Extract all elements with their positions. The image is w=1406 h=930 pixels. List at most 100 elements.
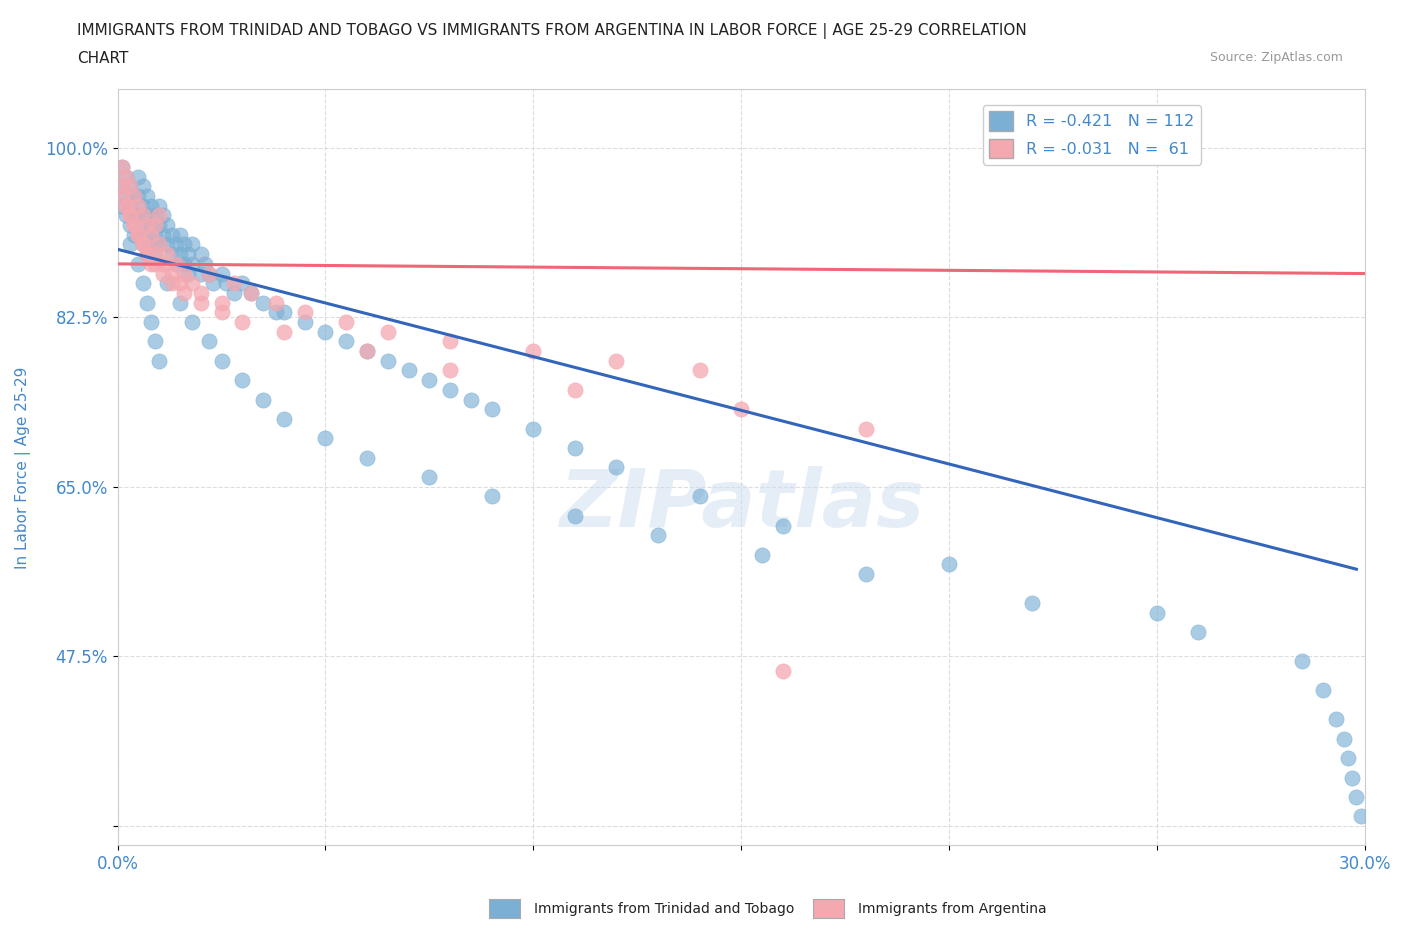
Point (522, 344, 544, 359)
Point (190, 286, 212, 300)
Point (143, 246, 166, 261)
Point (190, 246, 212, 261)
Point (156, 246, 179, 261)
Point (273, 325, 295, 339)
Point (148, 198, 170, 213)
Point (418, 470, 440, 485)
Point (135, 189, 157, 204)
Point (772, 663, 794, 678)
Point (181, 237, 204, 252)
Point (1337, 751, 1360, 765)
Point (139, 227, 162, 242)
Point (855, 421, 877, 436)
Point (1312, 683, 1334, 698)
Y-axis label: In Labor Force | Age 25-29: In Labor Force | Age 25-29 (15, 366, 31, 568)
Point (135, 227, 157, 242)
Point (156, 276, 179, 291)
Point (120, 179, 142, 193)
Point (115, 198, 138, 213)
Point (148, 208, 170, 223)
Point (198, 266, 221, 281)
Point (1187, 625, 1209, 640)
Point (111, 179, 134, 193)
Point (1146, 605, 1168, 620)
Point (143, 246, 166, 261)
Point (1341, 770, 1364, 785)
Point (115, 169, 138, 184)
Point (239, 286, 262, 300)
Point (127, 208, 149, 223)
Point (143, 218, 166, 232)
Point (139, 218, 162, 232)
Point (131, 237, 153, 252)
Point (335, 314, 357, 329)
Point (131, 218, 153, 232)
Point (356, 344, 378, 359)
Point (143, 208, 166, 223)
Point (120, 208, 142, 223)
Point (730, 402, 752, 417)
Point (139, 257, 162, 272)
Point (689, 489, 711, 504)
Point (111, 198, 134, 213)
Point (1021, 596, 1043, 611)
Point (605, 353, 627, 368)
Point (127, 227, 149, 242)
Point (139, 237, 162, 252)
Point (120, 179, 142, 193)
Point (252, 392, 274, 407)
Point (111, 160, 134, 175)
Point (152, 266, 174, 281)
Point (169, 227, 191, 242)
Point (222, 286, 245, 300)
Point (294, 305, 316, 320)
Point (460, 392, 482, 407)
Point (115, 208, 138, 223)
Point (481, 402, 503, 417)
Point (335, 334, 357, 349)
Point (314, 325, 336, 339)
Point (143, 227, 166, 242)
Point (127, 257, 149, 272)
Point (231, 314, 253, 329)
Point (198, 266, 221, 281)
Point (165, 257, 187, 272)
Point (264, 295, 287, 310)
Point (135, 295, 157, 310)
Point (135, 218, 157, 232)
Point (120, 198, 142, 213)
Point (120, 208, 142, 223)
Point (1350, 809, 1372, 824)
Point (169, 246, 191, 261)
Point (314, 431, 336, 445)
Point (131, 208, 153, 223)
Point (938, 557, 960, 572)
Point (152, 208, 174, 223)
Point (647, 528, 669, 543)
Point (122, 227, 145, 242)
Point (211, 295, 233, 310)
Text: CHART: CHART (77, 51, 129, 66)
Point (481, 489, 503, 504)
Point (273, 305, 295, 320)
Point (211, 305, 233, 320)
Point (605, 460, 627, 475)
Point (127, 189, 149, 204)
Point (202, 276, 225, 291)
Point (439, 334, 461, 349)
Point (181, 276, 204, 291)
Point (148, 237, 170, 252)
Point (122, 189, 145, 204)
Point (173, 266, 195, 281)
Point (115, 169, 138, 184)
Point (772, 518, 794, 533)
Point (135, 246, 157, 261)
Point (135, 246, 157, 261)
Point (356, 450, 378, 465)
Point (111, 179, 134, 193)
Point (231, 373, 253, 388)
Point (173, 286, 195, 300)
Point (177, 266, 200, 281)
Point (143, 334, 166, 349)
Point (564, 509, 586, 524)
